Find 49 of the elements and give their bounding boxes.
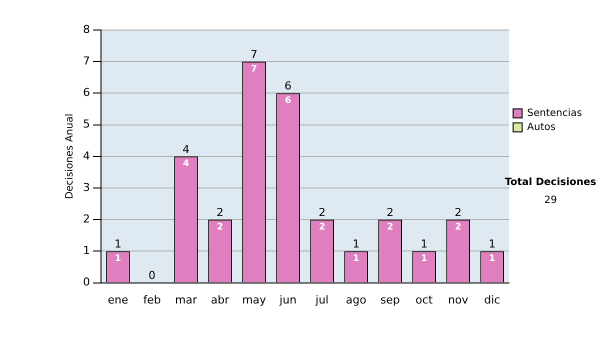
y-tick-label: 0	[83, 276, 90, 289]
y-tick-label: 7	[83, 54, 90, 68]
data-label: 1	[114, 254, 122, 264]
total-label: 2	[386, 206, 394, 219]
y-tick-label: 8	[83, 22, 90, 36]
x-tick-label: jul	[314, 293, 329, 306]
data-label: 2	[386, 222, 394, 232]
y-tick-label: 1	[83, 244, 90, 258]
total-label: 0	[148, 269, 156, 282]
data-label: 4	[182, 159, 190, 170]
data-label: 2	[216, 222, 224, 232]
x-tick-label: ene	[108, 293, 128, 306]
total-label: 2	[318, 206, 326, 219]
text: 29	[544, 194, 557, 206]
legend-label: Sentencias	[527, 108, 582, 119]
y-axis-title: Decisiones Anual	[64, 114, 76, 200]
total-label: 6	[284, 80, 292, 93]
data-label: 1	[420, 254, 428, 264]
x-tick-label: abr	[210, 293, 230, 306]
y-tick-label: 3	[83, 180, 90, 194]
total-label: 2	[454, 206, 462, 219]
data-label: 2	[318, 222, 326, 232]
y-tick-label: 2	[83, 212, 90, 226]
x-tick-label: dic	[484, 293, 500, 306]
annotation: Total Decisiones	[504, 176, 596, 188]
data-label: 6	[284, 96, 292, 106]
data-label: 1	[352, 254, 360, 264]
total-label: 1	[352, 238, 360, 251]
x-tick-label: sep	[380, 293, 400, 306]
total-label: 1	[114, 238, 122, 251]
total-label: 7	[250, 48, 258, 61]
x-tick-label: nov	[448, 293, 469, 306]
x-tick-label: oct	[416, 293, 434, 306]
total-label: 1	[488, 238, 496, 251]
data-label: 1	[489, 254, 496, 264]
x-tick-label: mar	[175, 293, 198, 306]
data-label: 7	[250, 64, 258, 74]
y-tick-label: 5	[83, 118, 90, 131]
x-tick-label: jun	[278, 293, 297, 306]
total-label: 4	[182, 142, 190, 156]
y-tick-label: 4	[83, 149, 90, 162]
data-label: 2	[454, 222, 462, 232]
total-label: 1	[420, 238, 428, 251]
legend-label: Autos	[527, 122, 556, 133]
x-tick-label: ago	[346, 293, 367, 306]
y-tick-label: 6	[83, 86, 90, 100]
x-tick-label: may	[242, 293, 267, 306]
total-label: 2	[216, 206, 224, 219]
x-tick-label: feb	[143, 293, 161, 306]
